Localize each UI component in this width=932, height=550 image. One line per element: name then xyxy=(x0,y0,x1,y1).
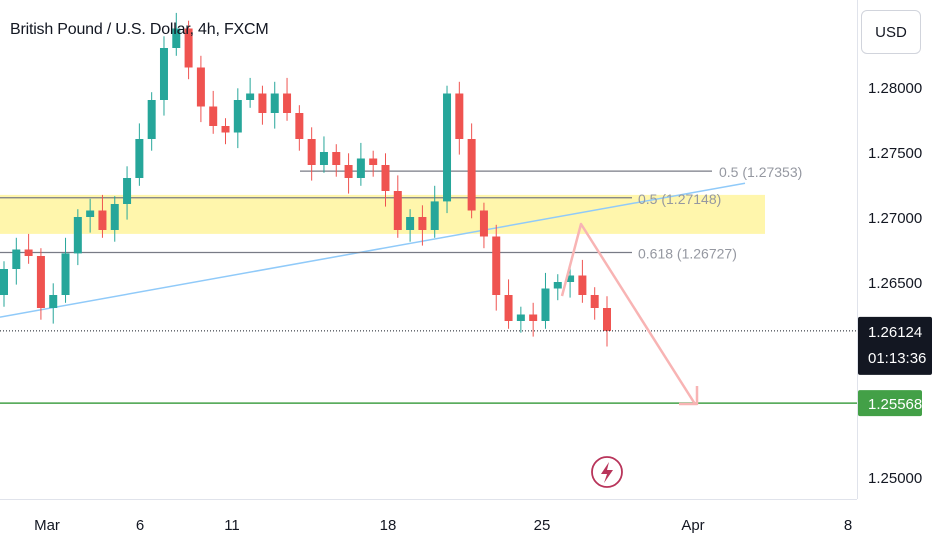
lightning-bolt-icon xyxy=(601,462,613,483)
candle[interactable] xyxy=(356,158,365,179)
candle[interactable] xyxy=(172,28,181,49)
candle[interactable] xyxy=(344,165,353,178)
candle[interactable] xyxy=(516,314,525,322)
x-tick-label: 25 xyxy=(534,517,551,534)
target-label: 1.25568 xyxy=(868,396,922,413)
candle[interactable] xyxy=(49,295,58,308)
projection-arrowhead xyxy=(679,386,699,406)
candle[interactable] xyxy=(430,201,439,230)
candle[interactable] xyxy=(36,256,45,308)
y-tick-label: 1.28000 xyxy=(868,80,922,97)
level-label: 0.618 (1.26727) xyxy=(638,245,737,261)
candle[interactable] xyxy=(467,139,476,211)
level-label: 0.5 (1.27353) xyxy=(719,164,802,180)
projection-path[interactable] xyxy=(560,222,697,405)
candle[interactable] xyxy=(147,100,156,139)
candle[interactable] xyxy=(541,288,550,322)
candle[interactable] xyxy=(369,158,378,166)
candle[interactable] xyxy=(98,210,107,231)
currency-button[interactable]: USD xyxy=(861,10,921,54)
candle[interactable] xyxy=(184,28,193,68)
countdown-label: 01:13:36 xyxy=(868,350,926,367)
candle[interactable] xyxy=(110,204,119,230)
candle[interactable] xyxy=(381,165,390,191)
candle[interactable] xyxy=(159,48,168,100)
candle[interactable] xyxy=(86,210,95,218)
candle[interactable] xyxy=(12,249,21,270)
candle[interactable] xyxy=(492,236,501,296)
candle[interactable] xyxy=(196,67,205,107)
candle[interactable] xyxy=(283,93,292,114)
y-tick-label: 1.27000 xyxy=(868,210,922,227)
last-price-badge xyxy=(858,316,932,375)
candle[interactable] xyxy=(258,93,267,114)
x-tick-label: 6 xyxy=(136,517,144,534)
candle[interactable] xyxy=(455,93,464,140)
candle[interactable] xyxy=(135,139,144,178)
x-tick-label: Mar xyxy=(34,517,60,534)
candle[interactable] xyxy=(73,217,82,254)
candle[interactable] xyxy=(246,93,255,101)
candle[interactable] xyxy=(233,100,242,133)
candle[interactable] xyxy=(590,295,599,308)
candle[interactable] xyxy=(479,210,488,237)
candle[interactable] xyxy=(578,275,587,296)
chart-title: British Pound / U.S. Dollar, 4h, FXCM xyxy=(10,21,269,38)
candle[interactable] xyxy=(443,93,452,202)
candle[interactable] xyxy=(603,308,611,331)
trendline[interactable] xyxy=(0,182,746,318)
y-tick-label: 1.25000 xyxy=(868,470,922,487)
candle[interactable] xyxy=(209,106,218,127)
y-tick-label: 1.27500 xyxy=(868,145,922,162)
candle[interactable] xyxy=(0,269,8,295)
candle[interactable] xyxy=(319,152,328,165)
candle[interactable] xyxy=(61,253,70,295)
y-tick-label: 1.26500 xyxy=(868,275,922,292)
candle[interactable] xyxy=(270,93,279,114)
candle[interactable] xyxy=(393,191,402,230)
x-tick-label: Apr xyxy=(681,517,704,534)
x-tick-label: 8 xyxy=(844,517,852,534)
candle[interactable] xyxy=(529,314,538,322)
candle[interactable] xyxy=(566,275,575,283)
level-label: 0.5 (1.27148) xyxy=(638,191,721,207)
x-tick-label: 11 xyxy=(224,517,240,534)
candle[interactable] xyxy=(295,113,304,139)
candle[interactable] xyxy=(332,152,341,165)
candle[interactable] xyxy=(406,217,415,230)
x-tick-label: 18 xyxy=(380,517,397,534)
candle[interactable] xyxy=(307,139,316,165)
candle[interactable] xyxy=(504,295,513,321)
target-badge xyxy=(858,390,922,417)
last-price-label: 1.26124 xyxy=(868,324,922,341)
candle[interactable] xyxy=(123,178,132,204)
candle[interactable] xyxy=(24,249,33,257)
candle[interactable] xyxy=(418,217,427,230)
candle[interactable] xyxy=(553,282,562,289)
candle[interactable] xyxy=(221,126,230,133)
